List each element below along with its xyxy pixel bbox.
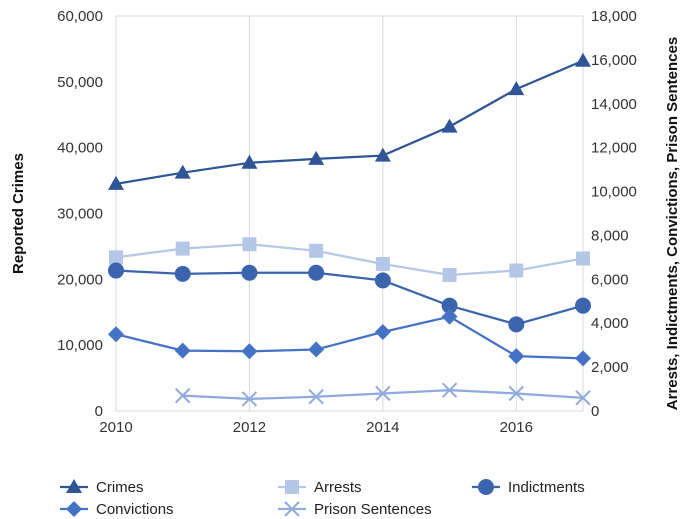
series-crimes [108, 52, 591, 190]
legend-item-prison-sentences: Prison Sentences [278, 501, 432, 518]
data-point-square [242, 237, 257, 252]
legend-label: Arrests [314, 479, 362, 496]
y-tick-label: 60,000 [57, 8, 103, 25]
data-point-diamond [374, 324, 391, 340]
legend-marker [66, 501, 82, 517]
y2-tick-label: 12,000 [591, 140, 637, 157]
data-point-square [509, 263, 524, 278]
legend-label: Prison Sentences [314, 501, 432, 518]
series-prison-sentences [175, 382, 591, 407]
x-tick-label: 2012 [233, 419, 266, 436]
y-tick-label: 30,000 [57, 206, 103, 223]
data-point-triangle [441, 118, 458, 133]
data-point-diamond [241, 343, 258, 360]
series-layer [108, 52, 591, 407]
legend-item-indictments: Indictments [472, 479, 585, 496]
legend-marker [478, 479, 494, 495]
data-point-square [109, 250, 123, 265]
y2-tick-label: 16,000 [591, 52, 637, 69]
series-line [115, 59, 584, 185]
axes: 2010 2012 2014 2016 0 10,000 20,000 30,000 40,00… [10, 8, 681, 436]
data-point-diamond [108, 326, 124, 343]
data-point-diamond [508, 348, 525, 365]
y2-tick-label: 6,000 [591, 271, 629, 288]
series-line [115, 315, 584, 360]
data-point-circle [441, 297, 458, 314]
data-point-circle [241, 264, 258, 281]
y2-axis-title: Arrests, Indictments, Convictions, Priso… [664, 37, 681, 410]
legend-label: Indictments [508, 479, 585, 496]
y-tick-label: 50,000 [57, 74, 103, 91]
data-point-triangle [174, 164, 191, 179]
y-tick-label: 20,000 [57, 271, 103, 288]
y2-tick-label: 10,000 [591, 184, 637, 201]
data-point-triangle [374, 147, 391, 162]
data-point-x [175, 387, 191, 404]
legend-item-crimes: Crimes [60, 479, 144, 496]
data-point-circle [575, 297, 591, 314]
data-point-x [308, 389, 324, 405]
y-axis-title: Reported Crimes [10, 153, 27, 274]
series-line [115, 269, 584, 326]
data-point-triangle [241, 154, 258, 169]
data-point-triangle [308, 150, 325, 165]
legend-label: Convictions [96, 501, 174, 518]
data-point-square [175, 241, 190, 256]
data-point-triangle [508, 81, 525, 96]
y2-tick-label: 8,000 [591, 227, 629, 244]
data-point-x [575, 390, 591, 406]
x-tick-label: 2010 [99, 419, 132, 436]
data-point-x [508, 385, 524, 402]
y2-tick-label: 4,000 [591, 315, 629, 332]
series-line [115, 243, 584, 277]
data-point-diamond [308, 341, 325, 358]
data-point-circle [174, 265, 191, 282]
y-tick-label: 10,000 [57, 337, 103, 354]
data-point-circle [374, 272, 391, 289]
y2-tick-label: 0 [591, 403, 599, 420]
data-point-triangle [575, 52, 591, 67]
legend-marker [66, 479, 82, 493]
data-point-square [309, 243, 324, 258]
data-point-circle [508, 316, 525, 333]
data-point-square [442, 267, 457, 282]
legend-marker [284, 501, 300, 517]
y-tick-label: 0 [95, 403, 103, 420]
y2-tick-label: 18,000 [591, 8, 637, 25]
data-point-x [241, 391, 258, 407]
legend-item-arrests: Arrests [278, 479, 362, 496]
x-tick-label: 2016 [500, 419, 533, 436]
y-tick-label: 40,000 [57, 140, 103, 157]
series-indictments [108, 262, 591, 333]
data-point-triangle [108, 175, 124, 190]
data-point-diamond [575, 350, 591, 367]
legend-label: Crimes [96, 479, 144, 496]
y2-tick-label: 14,000 [591, 96, 637, 113]
data-point-square [375, 256, 390, 271]
data-point-diamond [441, 308, 458, 325]
series-arrests [109, 237, 590, 282]
legend: Crimes Arrests Indictments Convictions Priso… [60, 479, 585, 518]
data-point-x [375, 385, 391, 402]
legend-marker [285, 480, 299, 494]
y2-tick-label: 2,000 [591, 359, 629, 376]
data-point-circle [108, 262, 124, 279]
data-point-circle [308, 264, 325, 281]
data-point-x [441, 382, 458, 398]
data-point-diamond [174, 342, 191, 359]
legend-item-convictions: Convictions [60, 501, 174, 518]
series-convictions [108, 308, 591, 367]
data-point-square [576, 251, 590, 266]
x-tick-label: 2014 [366, 419, 399, 436]
